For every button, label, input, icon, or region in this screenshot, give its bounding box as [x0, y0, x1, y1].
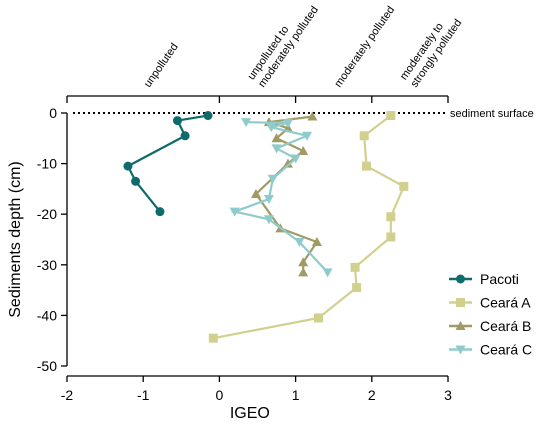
data-point	[359, 131, 369, 141]
y-tick-label: -40	[37, 307, 57, 323]
data-point	[263, 195, 274, 205]
data-point	[307, 111, 318, 121]
data-point	[241, 118, 252, 128]
data-point	[263, 215, 274, 225]
series-pacoti	[123, 111, 213, 217]
data-point	[208, 333, 218, 343]
y-tick-label: 0	[49, 105, 57, 121]
pollution-class-2: moderately polluted	[332, 4, 397, 90]
data-point	[282, 119, 293, 129]
x-tick-label: 1	[292, 387, 300, 403]
legend-item: Ceará B	[449, 318, 531, 334]
data-point	[172, 116, 182, 126]
y-tick-label: -10	[37, 156, 57, 172]
legend-item: Pacoti	[449, 271, 519, 287]
data-point	[180, 131, 190, 141]
legend-label: Ceará C	[480, 342, 532, 358]
data-point	[352, 283, 362, 293]
data-point	[386, 111, 396, 121]
sediment-surface-label: sediment surface	[450, 108, 534, 120]
x-tick-label: 3	[444, 387, 452, 403]
data-point	[313, 313, 323, 323]
legend-label: Pacoti	[480, 271, 519, 287]
data-point	[350, 262, 360, 272]
data-point	[271, 133, 282, 143]
y-tick-label: -30	[37, 257, 57, 273]
series-line	[254, 115, 319, 273]
x-ticks: -2 -1 0 1 2 3	[61, 376, 452, 403]
data-point	[386, 232, 396, 242]
legend: Pacoti Ceará A Ceará B Ceará C	[449, 271, 532, 358]
data-point	[203, 111, 213, 121]
series-cear-c	[229, 118, 333, 278]
y-ticks: 0 -10 -20 -30 -40 -50	[37, 105, 67, 374]
data-point	[271, 144, 282, 154]
data-point	[361, 161, 371, 171]
y-axis-title: Sediments depth (cm)	[7, 161, 24, 318]
data-point	[266, 123, 277, 133]
data-point	[311, 237, 322, 247]
data-point	[298, 145, 309, 155]
data-point	[298, 257, 309, 267]
x-tick-label: 0	[216, 387, 224, 403]
axes: 0-10-20-30-40-50 -2 -1 0 1 2 3	[37, 105, 452, 403]
pollution-class-0: unpolluted	[142, 41, 181, 89]
data-point	[399, 181, 409, 191]
legend-item: Ceará A	[449, 295, 531, 311]
data-point	[131, 176, 141, 186]
data-point	[455, 345, 466, 355]
data-point	[455, 321, 466, 330]
legend-label: Ceará B	[480, 318, 531, 334]
legend-item: Ceará C	[449, 342, 532, 358]
data-point	[229, 207, 240, 217]
data-point	[456, 298, 465, 307]
data-point	[290, 154, 301, 164]
data-point	[322, 268, 333, 278]
series-cear-a	[208, 111, 409, 343]
data-point	[302, 131, 313, 141]
series-cear-b	[250, 111, 322, 277]
data-point	[267, 174, 278, 184]
y-tick-label: -20	[37, 206, 57, 222]
data-point	[155, 207, 165, 217]
series-line	[126, 114, 209, 213]
x-tick-label: -2	[61, 387, 74, 403]
pollution-class-label: unpolluted	[142, 41, 181, 89]
data-point	[250, 188, 261, 198]
legend-label: Ceará A	[480, 295, 531, 311]
data-point	[386, 212, 396, 222]
x-tick-label: -1	[137, 387, 150, 403]
pollution-class-label: moderately polluted	[332, 4, 397, 90]
data-point	[282, 158, 293, 168]
data-point	[294, 238, 305, 248]
series-layer	[123, 111, 409, 343]
y-tick-label: -50	[37, 358, 57, 374]
x-tick-label: 2	[368, 387, 376, 403]
data-point	[298, 267, 309, 277]
data-point	[123, 161, 133, 171]
data-point	[456, 274, 465, 284]
x-axis-title: IGEO	[230, 405, 270, 422]
series-line	[213, 114, 406, 340]
